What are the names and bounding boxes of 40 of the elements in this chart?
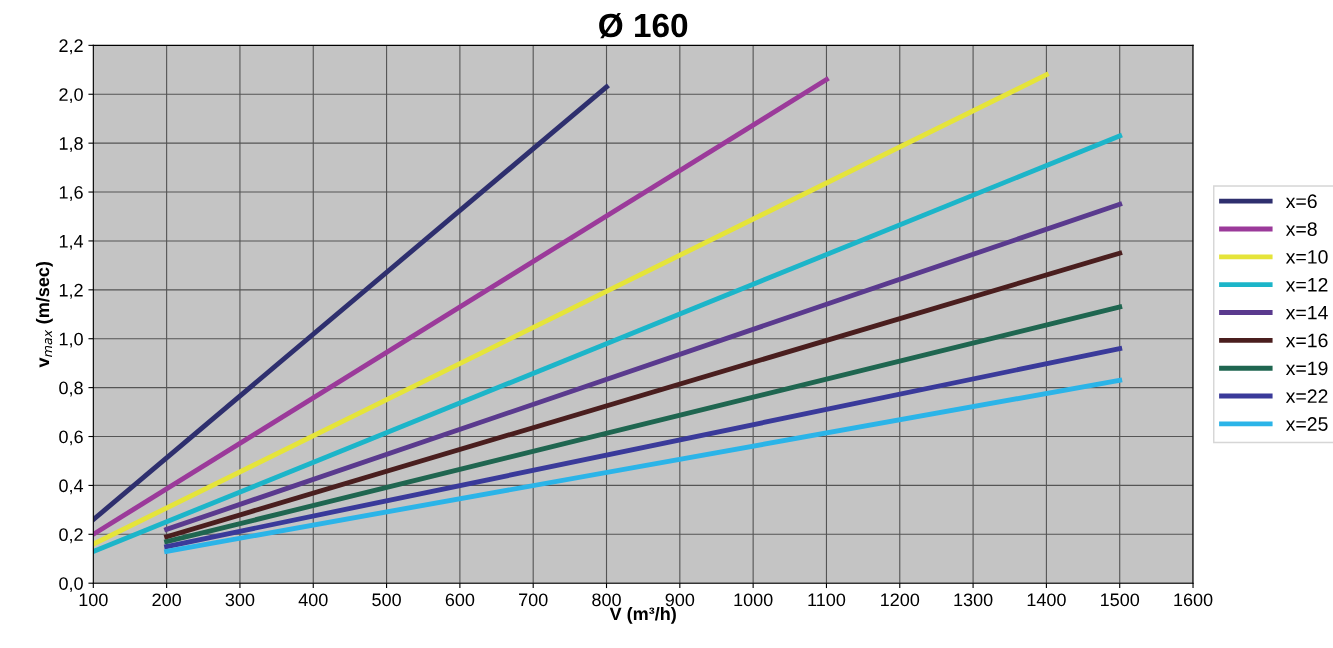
x-tick-label: 800 <box>592 593 621 607</box>
x-tick-label: 1600 <box>1174 593 1213 607</box>
y-tick-label: 1,2 <box>59 283 83 299</box>
y-tick-label: 1,6 <box>59 185 83 201</box>
x-tick-label: 1100 <box>808 593 846 607</box>
legend-label: x=6 <box>1285 194 1317 209</box>
x-tick-label: 400 <box>298 593 328 607</box>
x-tick-label: 1300 <box>954 593 993 607</box>
legend-label: x=8 <box>1285 222 1317 236</box>
y-tick-label: 1,4 <box>59 235 84 250</box>
y-tick-label: 0,4 <box>59 479 84 495</box>
y-axis-title: v$_{max}$ (m/sec) <box>35 261 53 368</box>
x-tick-label: 600 <box>445 593 475 607</box>
legend-label: x=22 <box>1285 389 1328 403</box>
legend-label: x=16 <box>1285 333 1328 348</box>
x-tick-label: 100 <box>79 593 108 607</box>
x-axis-title: V (m³/h) <box>609 606 676 624</box>
chart-title: Ø 160 <box>599 13 688 39</box>
legend-label: x=14 <box>1285 305 1328 320</box>
x-tick-label: 500 <box>372 593 401 607</box>
y-tick-label: 1,8 <box>59 137 83 152</box>
x-tick-label: 200 <box>152 593 181 607</box>
x-tick-label: 300 <box>225 593 255 607</box>
y-tick-label: 0,6 <box>59 430 83 446</box>
x-tick-label: 700 <box>519 593 548 607</box>
y-tick-label: 0,0 <box>59 577 83 593</box>
x-tick-label: 1200 <box>881 593 920 607</box>
x-tick-label: 1000 <box>734 593 773 607</box>
y-tick-label: 2,2 <box>59 39 83 55</box>
legend-label: x=25 <box>1285 417 1328 431</box>
y-tick-label: 0,8 <box>59 381 83 397</box>
y-tick-label: 2,0 <box>59 88 83 104</box>
x-tick-label: 1400 <box>1027 593 1066 607</box>
x-tick-label: 900 <box>665 593 695 607</box>
legend-label: x=19 <box>1285 361 1328 376</box>
legend-label: x=12 <box>1285 277 1328 292</box>
legend-label: x=10 <box>1285 250 1328 264</box>
y-tick-label: 0,2 <box>59 528 83 544</box>
y-tick-label: 1,0 <box>59 332 83 348</box>
x-tick-label: 1500 <box>1101 593 1140 607</box>
